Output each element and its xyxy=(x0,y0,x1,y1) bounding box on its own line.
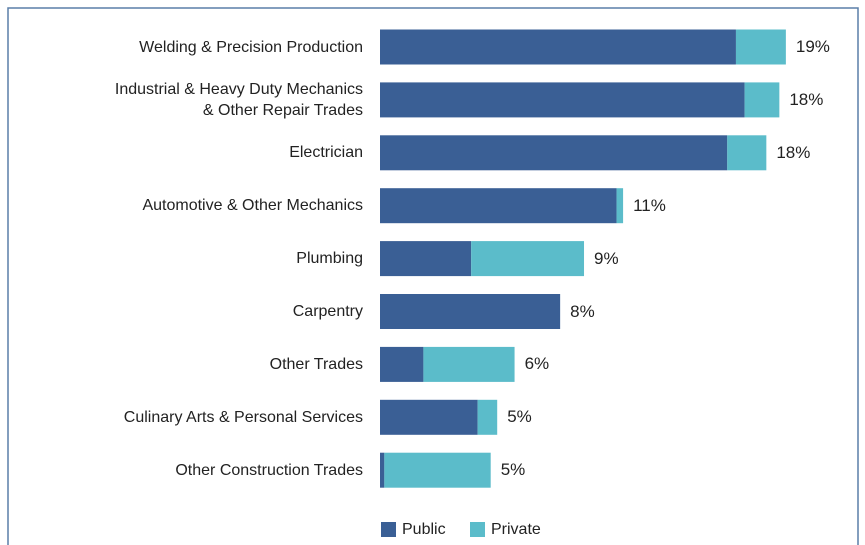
bar-segment xyxy=(380,29,736,65)
bar-segment xyxy=(380,346,424,382)
bar-segment xyxy=(380,241,472,277)
total-label: 5% xyxy=(500,460,526,480)
total-label: 19% xyxy=(795,37,830,56)
category-label: Electrician xyxy=(289,144,363,162)
bar-segment xyxy=(380,82,745,118)
bar-segment xyxy=(471,241,585,277)
total-label: 8% xyxy=(570,301,595,321)
bar-segment xyxy=(727,135,767,171)
legend-label: Public xyxy=(402,521,446,538)
bar-segment xyxy=(616,188,624,224)
category-label: Industrial & Heavy Duty Mechanics & Othe… xyxy=(114,80,363,119)
total-label: 11% xyxy=(633,195,666,215)
bar-segment xyxy=(735,29,786,65)
category-label: Other Trades xyxy=(269,355,363,373)
bar-segment xyxy=(384,452,491,488)
category-label: Welding & Precision Production xyxy=(139,38,363,56)
category-label: Culinary Arts & Personal Services xyxy=(123,408,363,426)
legend-swatch xyxy=(470,522,485,537)
category-label: Plumbing xyxy=(296,250,363,268)
total-label: 9% xyxy=(594,248,619,268)
bar-segment xyxy=(744,82,780,118)
category-label: Other Construction Trades xyxy=(175,461,363,479)
bar-segment xyxy=(380,188,617,224)
frame xyxy=(7,7,859,545)
total-label: 18% xyxy=(789,89,824,109)
total-label: 18% xyxy=(776,142,811,162)
bar-segment xyxy=(477,399,498,435)
category-label: Carpentry xyxy=(292,303,363,320)
bar-segment xyxy=(380,294,561,329)
bar-segment xyxy=(423,346,515,382)
category-label: Automotive & Other Mechanics xyxy=(142,197,363,215)
total-label: 5% xyxy=(507,407,532,427)
bar-segment xyxy=(380,399,478,435)
total-label: 6% xyxy=(524,354,550,374)
bar-segment xyxy=(380,452,385,488)
legend-label: Private xyxy=(491,521,541,538)
bar-segment xyxy=(380,135,728,171)
legend-swatch xyxy=(381,522,396,537)
